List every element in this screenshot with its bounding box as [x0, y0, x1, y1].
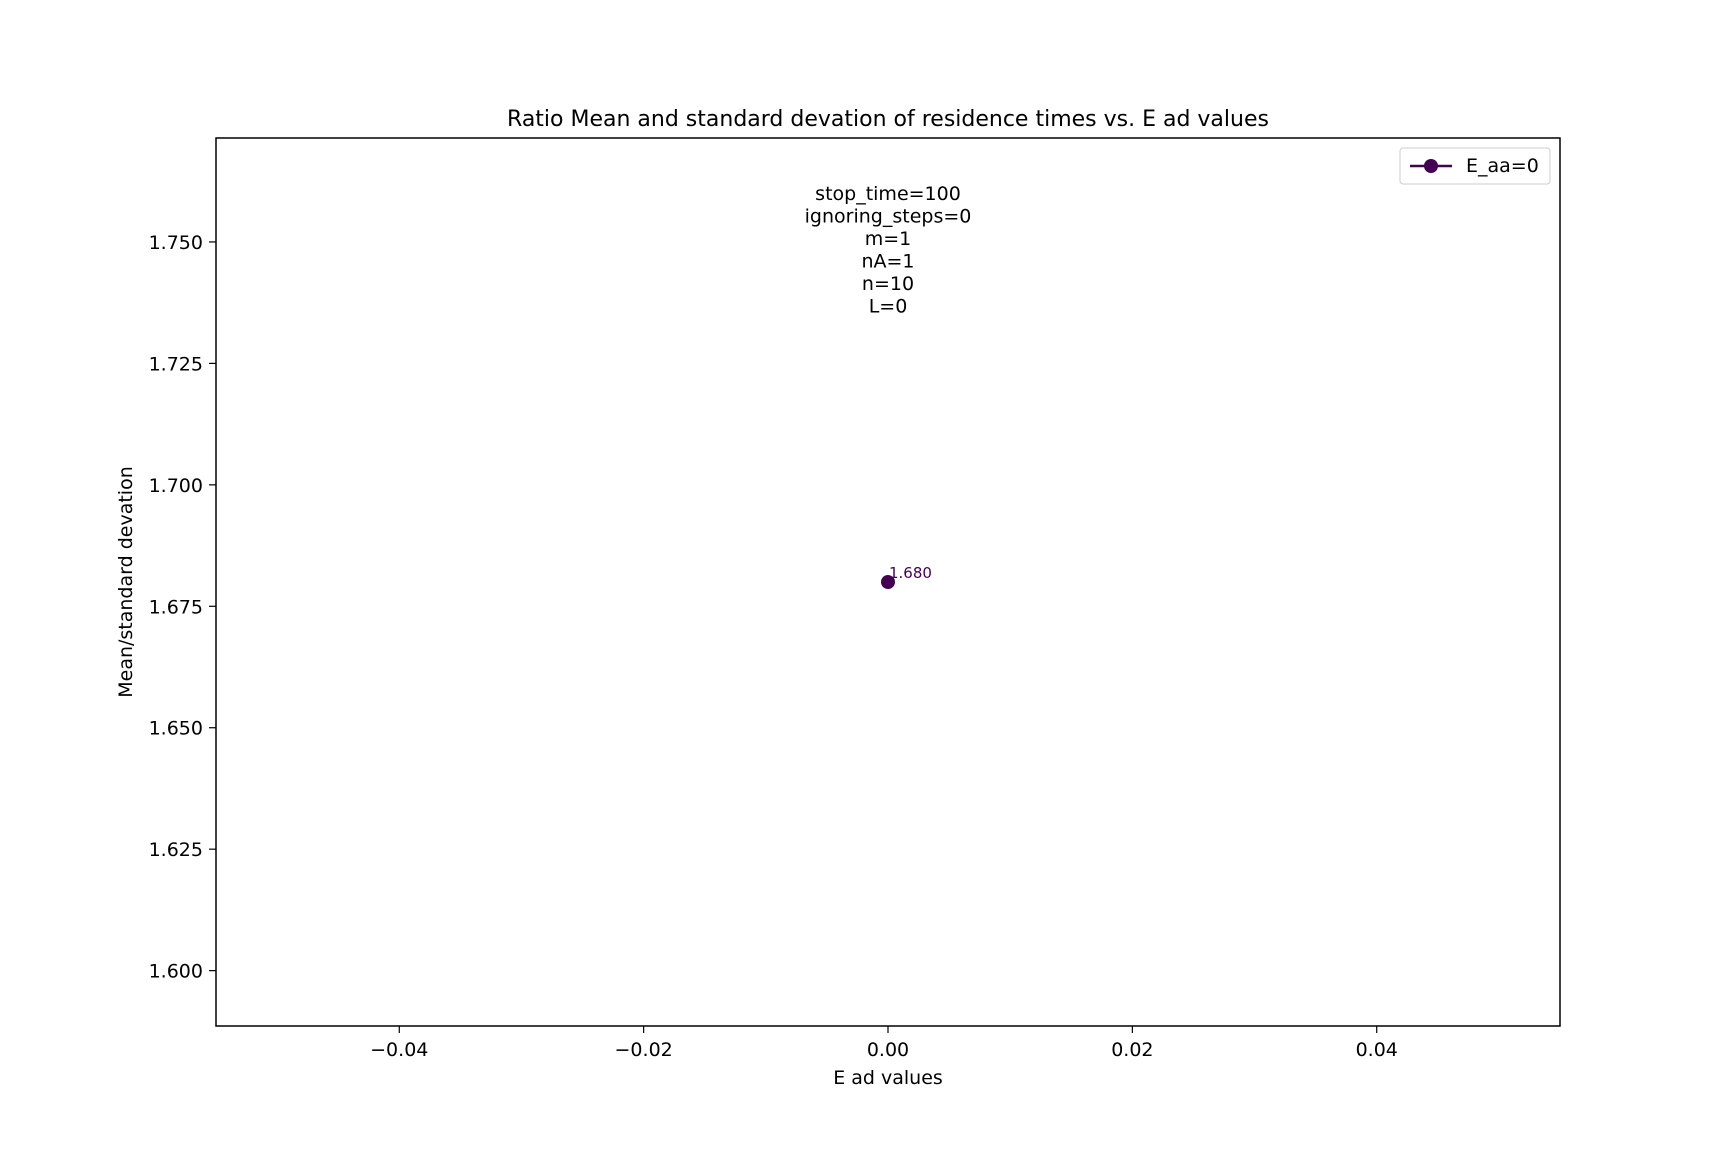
- annotation-line: ignoring_steps=0: [805, 206, 972, 228]
- parameter-annotation: stop_time=100ignoring_steps=0m=1nA=1n=10…: [805, 183, 972, 318]
- x-axis-label: E ad values: [833, 1067, 943, 1089]
- x-tick-label: 0.04: [1356, 1039, 1398, 1061]
- x-tick-label: −0.04: [370, 1039, 428, 1061]
- annotation-line: L=0: [869, 296, 908, 318]
- legend: E_aa=0: [1399, 147, 1551, 185]
- annotation-line: n=10: [862, 273, 914, 295]
- legend-box: [1399, 147, 1551, 185]
- y-tick-label: 1.600: [149, 961, 203, 983]
- x-tick-label: 0.00: [867, 1039, 909, 1061]
- data-point: [881, 575, 895, 589]
- y-tick-label: 1.625: [149, 839, 203, 861]
- y-axis: 1.600 1.625 1.650 1.675 1.700 1.725 1.750: [149, 232, 216, 983]
- x-axis: −0.04 −0.02 0.00 0.02 0.04: [370, 1026, 1398, 1061]
- x-tick-label: −0.02: [615, 1039, 673, 1061]
- chart-title: Ratio Mean and standard devation of resi…: [507, 107, 1269, 132]
- x-tick-label: 0.02: [1111, 1039, 1153, 1061]
- y-tick-label: 1.750: [149, 232, 203, 254]
- y-tick-label: 1.725: [149, 353, 203, 375]
- y-tick-label: 1.700: [149, 475, 203, 497]
- legend-label: E_aa=0: [1466, 155, 1539, 177]
- annotation-line: stop_time=100: [815, 183, 961, 205]
- annotation-line: nA=1: [861, 251, 914, 273]
- legend-marker: [1424, 159, 1438, 173]
- y-tick-label: 1.675: [149, 596, 203, 618]
- series-layer: 1.680: [881, 564, 932, 589]
- y-tick-label: 1.650: [149, 718, 203, 740]
- data-label: 1.680: [889, 564, 932, 582]
- annotation-line: m=1: [865, 228, 912, 250]
- y-axis-label: Mean/standard devation: [115, 466, 137, 698]
